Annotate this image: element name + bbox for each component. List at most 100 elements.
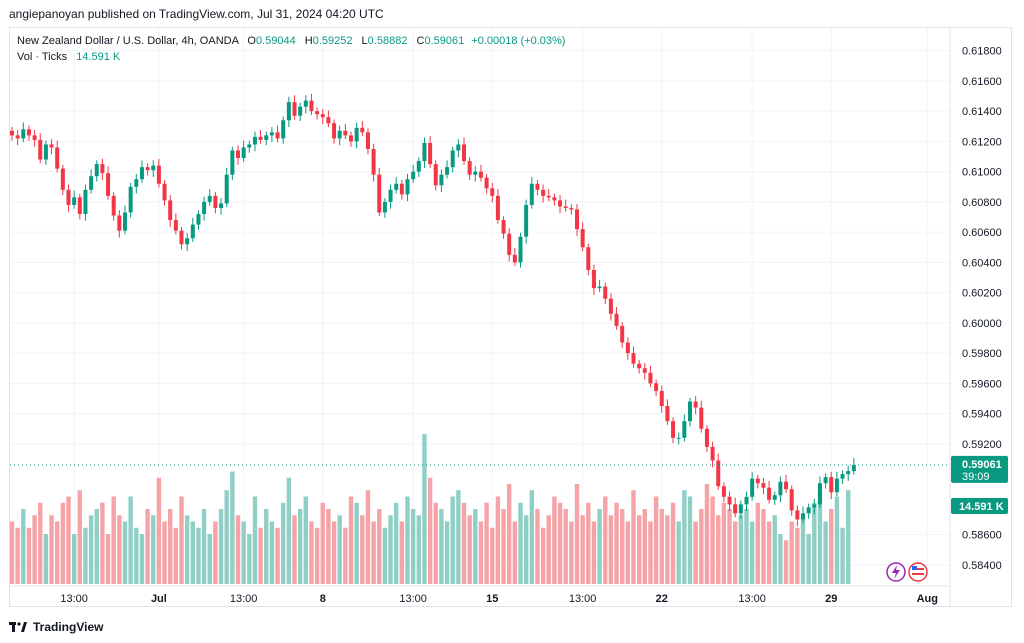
candle-body [851,465,856,472]
y-tick-label: 0.59600 [962,378,1002,390]
volume-bar [331,521,337,584]
candle-body [631,353,636,364]
candle-body [823,477,828,484]
candle-body [795,510,800,520]
volume-bar [439,509,444,584]
candle-body [371,148,376,175]
candle-body [767,487,772,500]
volume-bar [591,521,597,584]
candle-body [32,135,37,140]
chart-frame[interactable] [9,27,1012,607]
y-tick-label: 0.61200 [962,136,1002,148]
volume-bar [563,509,568,584]
candle-body [580,229,585,248]
x-tick-label: 8 [320,593,326,605]
candle-body [151,165,156,171]
volume-bar [235,515,241,584]
volume-bar [755,502,760,584]
volume-bar [354,502,359,584]
volume-bar [817,490,823,584]
volume-bar [247,534,252,584]
x-tick-label: 13:00 [738,593,766,605]
volume-bar [151,515,156,584]
volume-bar [32,515,37,584]
volume-bar [252,496,258,584]
candle-body [597,286,602,289]
candle-body [659,390,664,407]
countdown-label: 39:09 [962,471,990,483]
flag-stripe-icon [912,573,924,575]
candle-body [360,127,365,133]
volume-bar [603,496,608,584]
x-tick-label: Aug [917,593,938,605]
volume-bar [405,496,410,584]
candle-body [365,132,370,149]
candle-body [495,195,500,221]
candle-body [162,183,167,201]
volume-value-tag[interactable] [951,498,1008,514]
us-flag-event-icon[interactable] [908,562,928,582]
volume-bar [766,521,772,584]
footer-brand[interactable]: TradingView [9,620,103,634]
candle-body [15,135,20,139]
candle-body [546,195,551,198]
volume-bar [275,527,280,584]
volume-bar [286,477,292,584]
volume-bar [264,509,269,584]
candle-body [467,161,472,175]
volume-bar [297,509,303,584]
volume-bar [580,515,585,584]
candle-body [755,478,760,484]
candle-body [38,139,43,160]
legend-change: +0.00018 (+0.03%) [471,35,566,47]
volume-bar [670,502,676,584]
candle-body [761,483,766,488]
candle-body [106,173,111,196]
volume-bar [258,527,263,584]
volume-bar [21,509,26,584]
volume-bar [608,515,614,584]
volume-bar [230,471,235,584]
volume-bar [710,496,715,584]
candle-body [326,117,331,124]
last-price-tag[interactable] [951,455,1008,483]
candle-body [699,407,704,429]
volume-bar [77,490,82,584]
volume-bar [71,534,77,584]
candle-body [354,127,359,142]
volume-bar [196,527,201,584]
volume-bar [314,527,320,584]
candle-body [21,129,26,139]
volume-bar [676,521,681,584]
x-tick-label: 13:00 [60,593,88,605]
volume-bar [467,515,472,584]
candle-body [524,204,529,237]
candle-body [388,189,393,202]
candle-body [484,177,489,189]
y-tick-label: 0.59800 [962,348,1002,360]
volume-bar [111,496,116,584]
candle-body [134,179,139,187]
volume-bar [507,484,512,584]
y-tick-label: 0.61000 [962,167,1002,179]
publisher-line: angiepanoyan published on TradingView.co… [9,7,384,21]
candle-body [648,372,653,384]
volume-bar [478,521,484,584]
volume-bar [490,527,495,584]
candle-body [840,474,845,479]
legend-low-label: L [361,35,368,47]
x-tick-label: 22 [656,593,668,605]
volume-bar [168,509,173,584]
volume-bar [139,534,145,584]
candle-body [281,120,286,139]
candle-body [83,189,88,214]
volume-bar [241,521,246,584]
volume-bar [800,515,806,584]
candle-body [241,147,246,159]
volume-bar [343,527,348,584]
candle-body [394,183,399,190]
volume-bar [636,515,642,584]
volume-bar [360,515,365,584]
volume-value-label: 14.591 K [959,501,1004,513]
